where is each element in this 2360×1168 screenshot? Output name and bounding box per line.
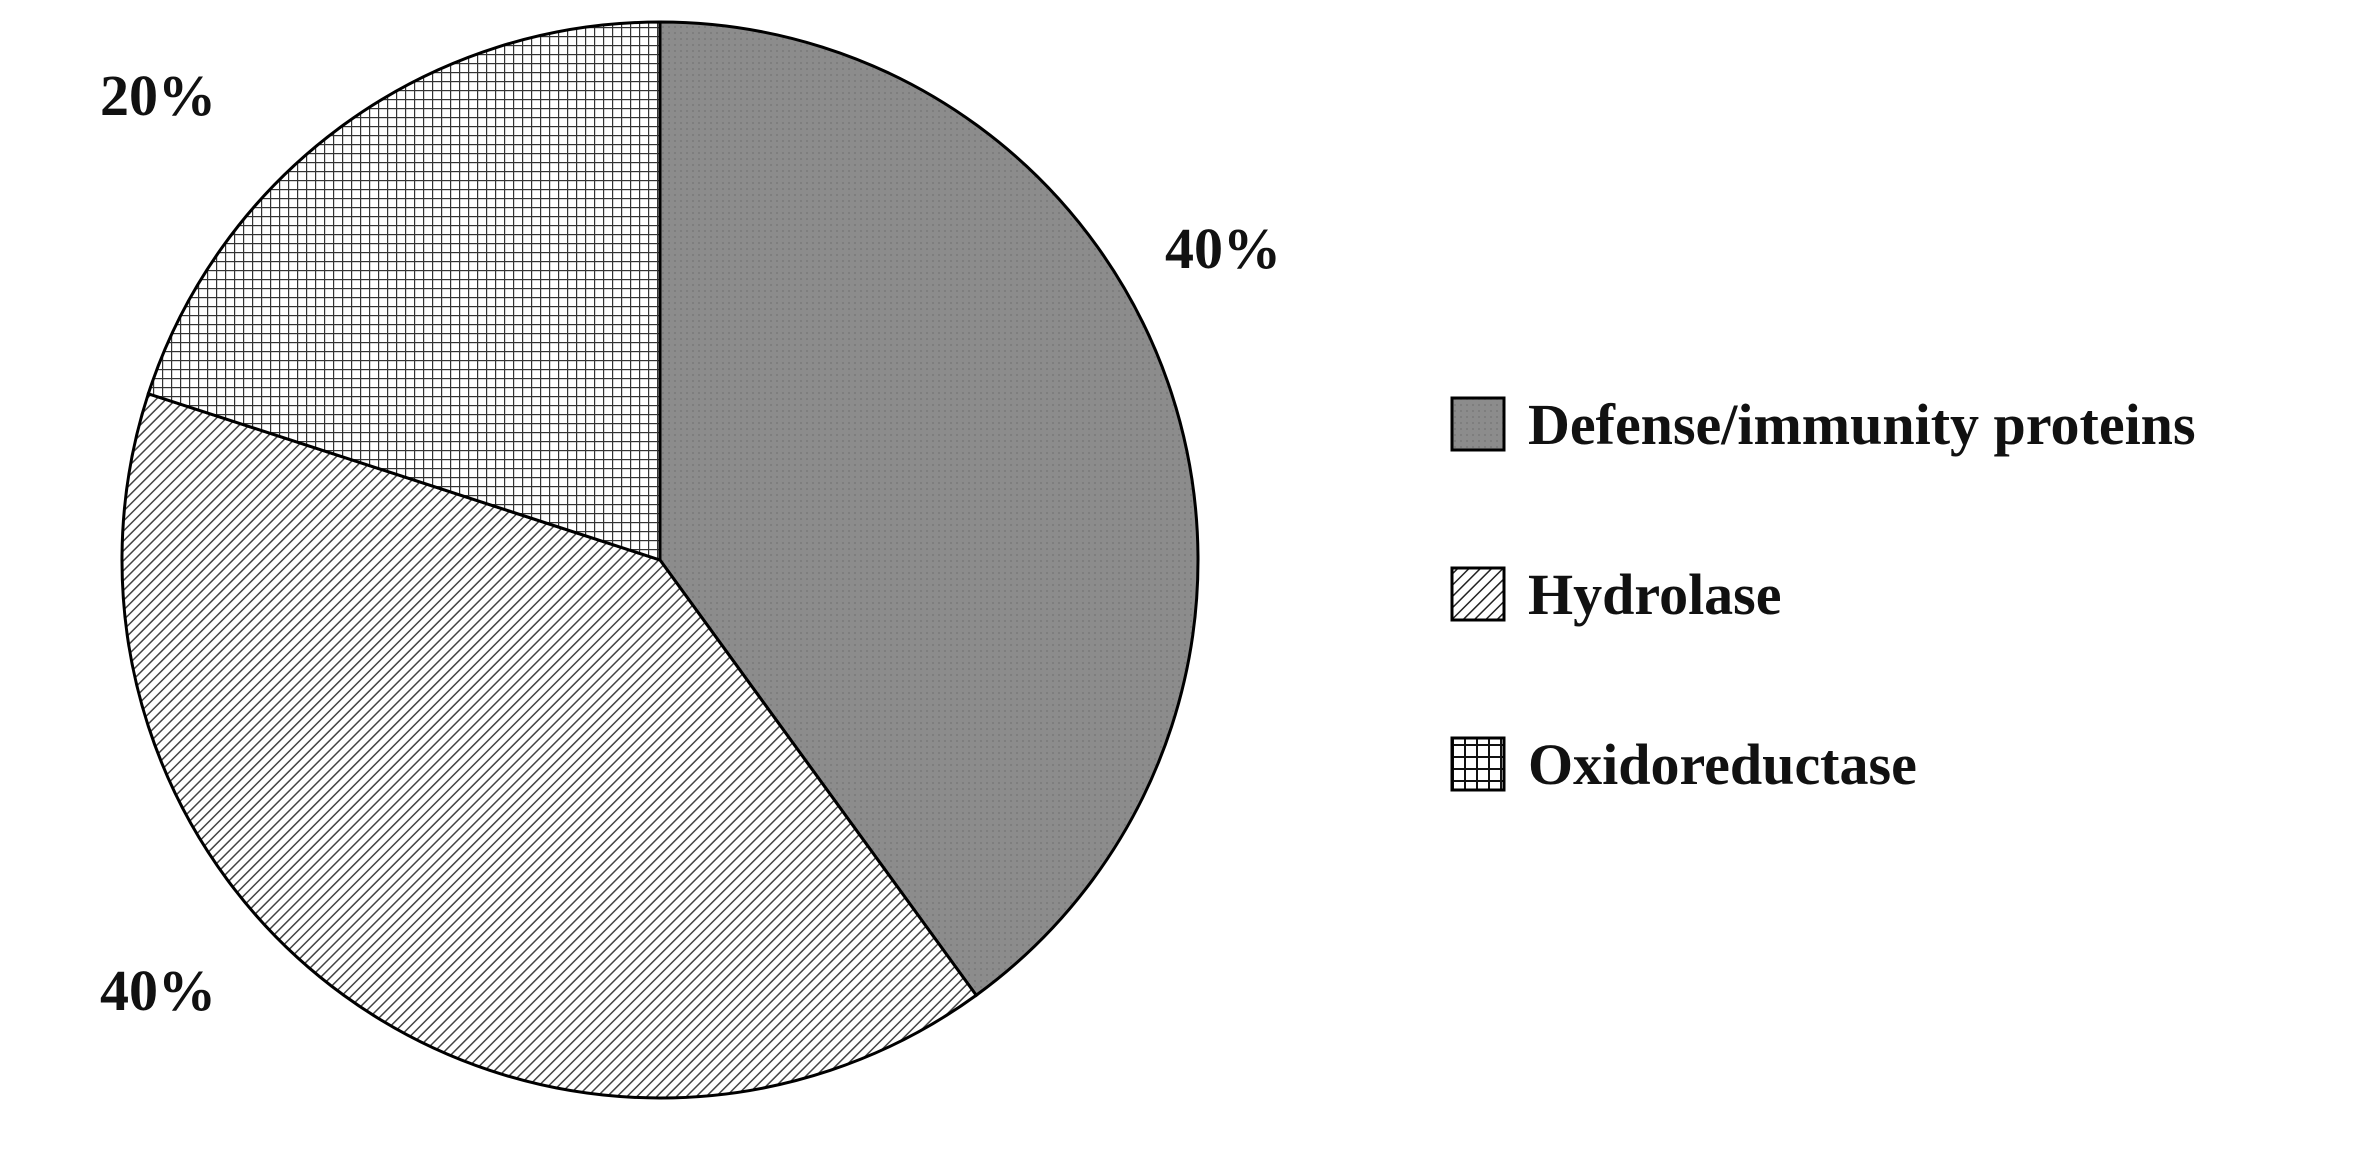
legend: Defense/immunity proteins Hydrolase Oxidor…	[1450, 392, 2196, 797]
slice-label-2: 40%	[100, 958, 216, 1023]
pie-slices	[120, 20, 1200, 1100]
pie-slice-oxidoreductase	[146, 20, 662, 563]
legend-item: Defense/immunity proteins	[1450, 392, 2196, 457]
slice-labels: 40% 40% 20%	[100, 63, 1281, 1023]
legend-swatch-1	[1450, 396, 1506, 452]
legend-item: Oxidoreductase	[1450, 732, 1917, 797]
pie-slice-defense-immunity-proteins	[658, 20, 1200, 998]
legend-swatch-3	[1450, 736, 1506, 792]
legend-label-2: Hydrolase	[1528, 562, 1782, 627]
slice-label-1: 40%	[1165, 216, 1281, 281]
legend-label-3: Oxidoreductase	[1528, 732, 1917, 797]
legend-swatch-2	[1450, 566, 1506, 622]
legend-label-1: Defense/immunity proteins	[1528, 392, 2196, 457]
slice-label-3: 20%	[100, 63, 216, 128]
legend-item: Hydrolase	[1450, 562, 1782, 627]
pie-slice-hydrolase	[120, 391, 979, 1100]
